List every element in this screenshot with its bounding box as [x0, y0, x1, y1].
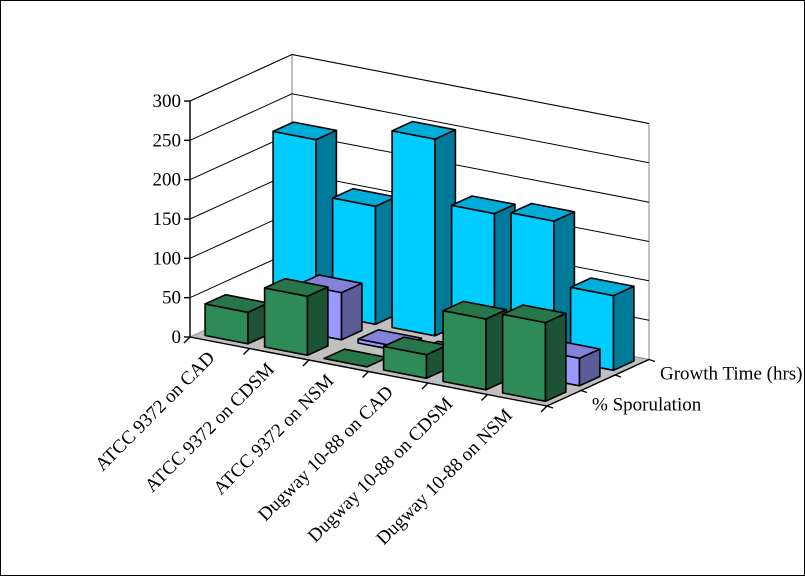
depth-tick-mark — [648, 358, 656, 363]
bar — [331, 187, 397, 326]
x-tick-mark — [540, 405, 548, 413]
depth-axis-line — [546, 358, 650, 407]
bar-front — [391, 130, 436, 337]
y-tick-label: 300 — [153, 91, 182, 112]
bar — [204, 293, 270, 345]
category-label: Dugway 10-88 on CDSM — [304, 393, 457, 546]
bars — [204, 120, 635, 403]
category-label: ATCC 9372 on CAD — [91, 347, 219, 475]
y-tick-label: 50 — [162, 288, 181, 309]
x-tick-mark — [302, 359, 310, 367]
bar-side — [306, 286, 329, 357]
x-tick-mark — [421, 382, 429, 390]
bar-top — [450, 195, 516, 215]
bar-top — [569, 277, 635, 297]
y-tick-label: 0 — [172, 327, 182, 348]
bar-top — [272, 121, 338, 141]
bar-front — [263, 287, 309, 357]
y-axis-ticks: 0 50 100 150 200 250 300 — [153, 91, 656, 413]
gridline — [189, 53, 650, 124]
x-tick-mark — [362, 371, 369, 378]
bar-top — [263, 277, 329, 298]
x-tick-mark — [183, 336, 191, 344]
bar-top — [501, 304, 567, 324]
category-label: Dugway 10-88 on NSM — [372, 405, 516, 549]
y-tick-label: 150 — [153, 209, 182, 230]
bar-top — [391, 120, 457, 140]
category-label: Dugway 10-88 on CAD — [254, 382, 398, 526]
bar — [501, 304, 567, 403]
bar-top — [442, 300, 508, 320]
x-tick-mark — [481, 394, 488, 401]
bar — [272, 121, 338, 314]
bar-top — [510, 202, 576, 222]
category-label: ATCC 9372 on CDSM — [141, 359, 279, 497]
bar — [263, 277, 329, 357]
y-tick-label: 250 — [153, 130, 182, 151]
x-tick-mark — [243, 348, 250, 355]
series-labels: % Sporulation Growth Time (hrs) — [592, 363, 803, 415]
bar — [382, 336, 448, 380]
y-tick-label: 200 — [153, 170, 182, 191]
y-tick-label: 100 — [153, 248, 182, 269]
bar-front — [442, 309, 487, 391]
depth-tick-mark — [546, 405, 554, 409]
bar — [442, 300, 508, 391]
bar — [391, 120, 457, 337]
series-label: % Sporulation — [592, 394, 702, 415]
series-label: Growth Time (hrs) — [660, 363, 803, 384]
bar-side — [544, 312, 567, 403]
category-label: ATCC 9372 on NSM — [210, 370, 339, 499]
bar-side — [612, 285, 635, 372]
depth-tick-mark — [580, 389, 588, 394]
depth-tick-mark — [614, 374, 622, 378]
bar-front — [501, 313, 547, 403]
gridline — [189, 93, 650, 164]
